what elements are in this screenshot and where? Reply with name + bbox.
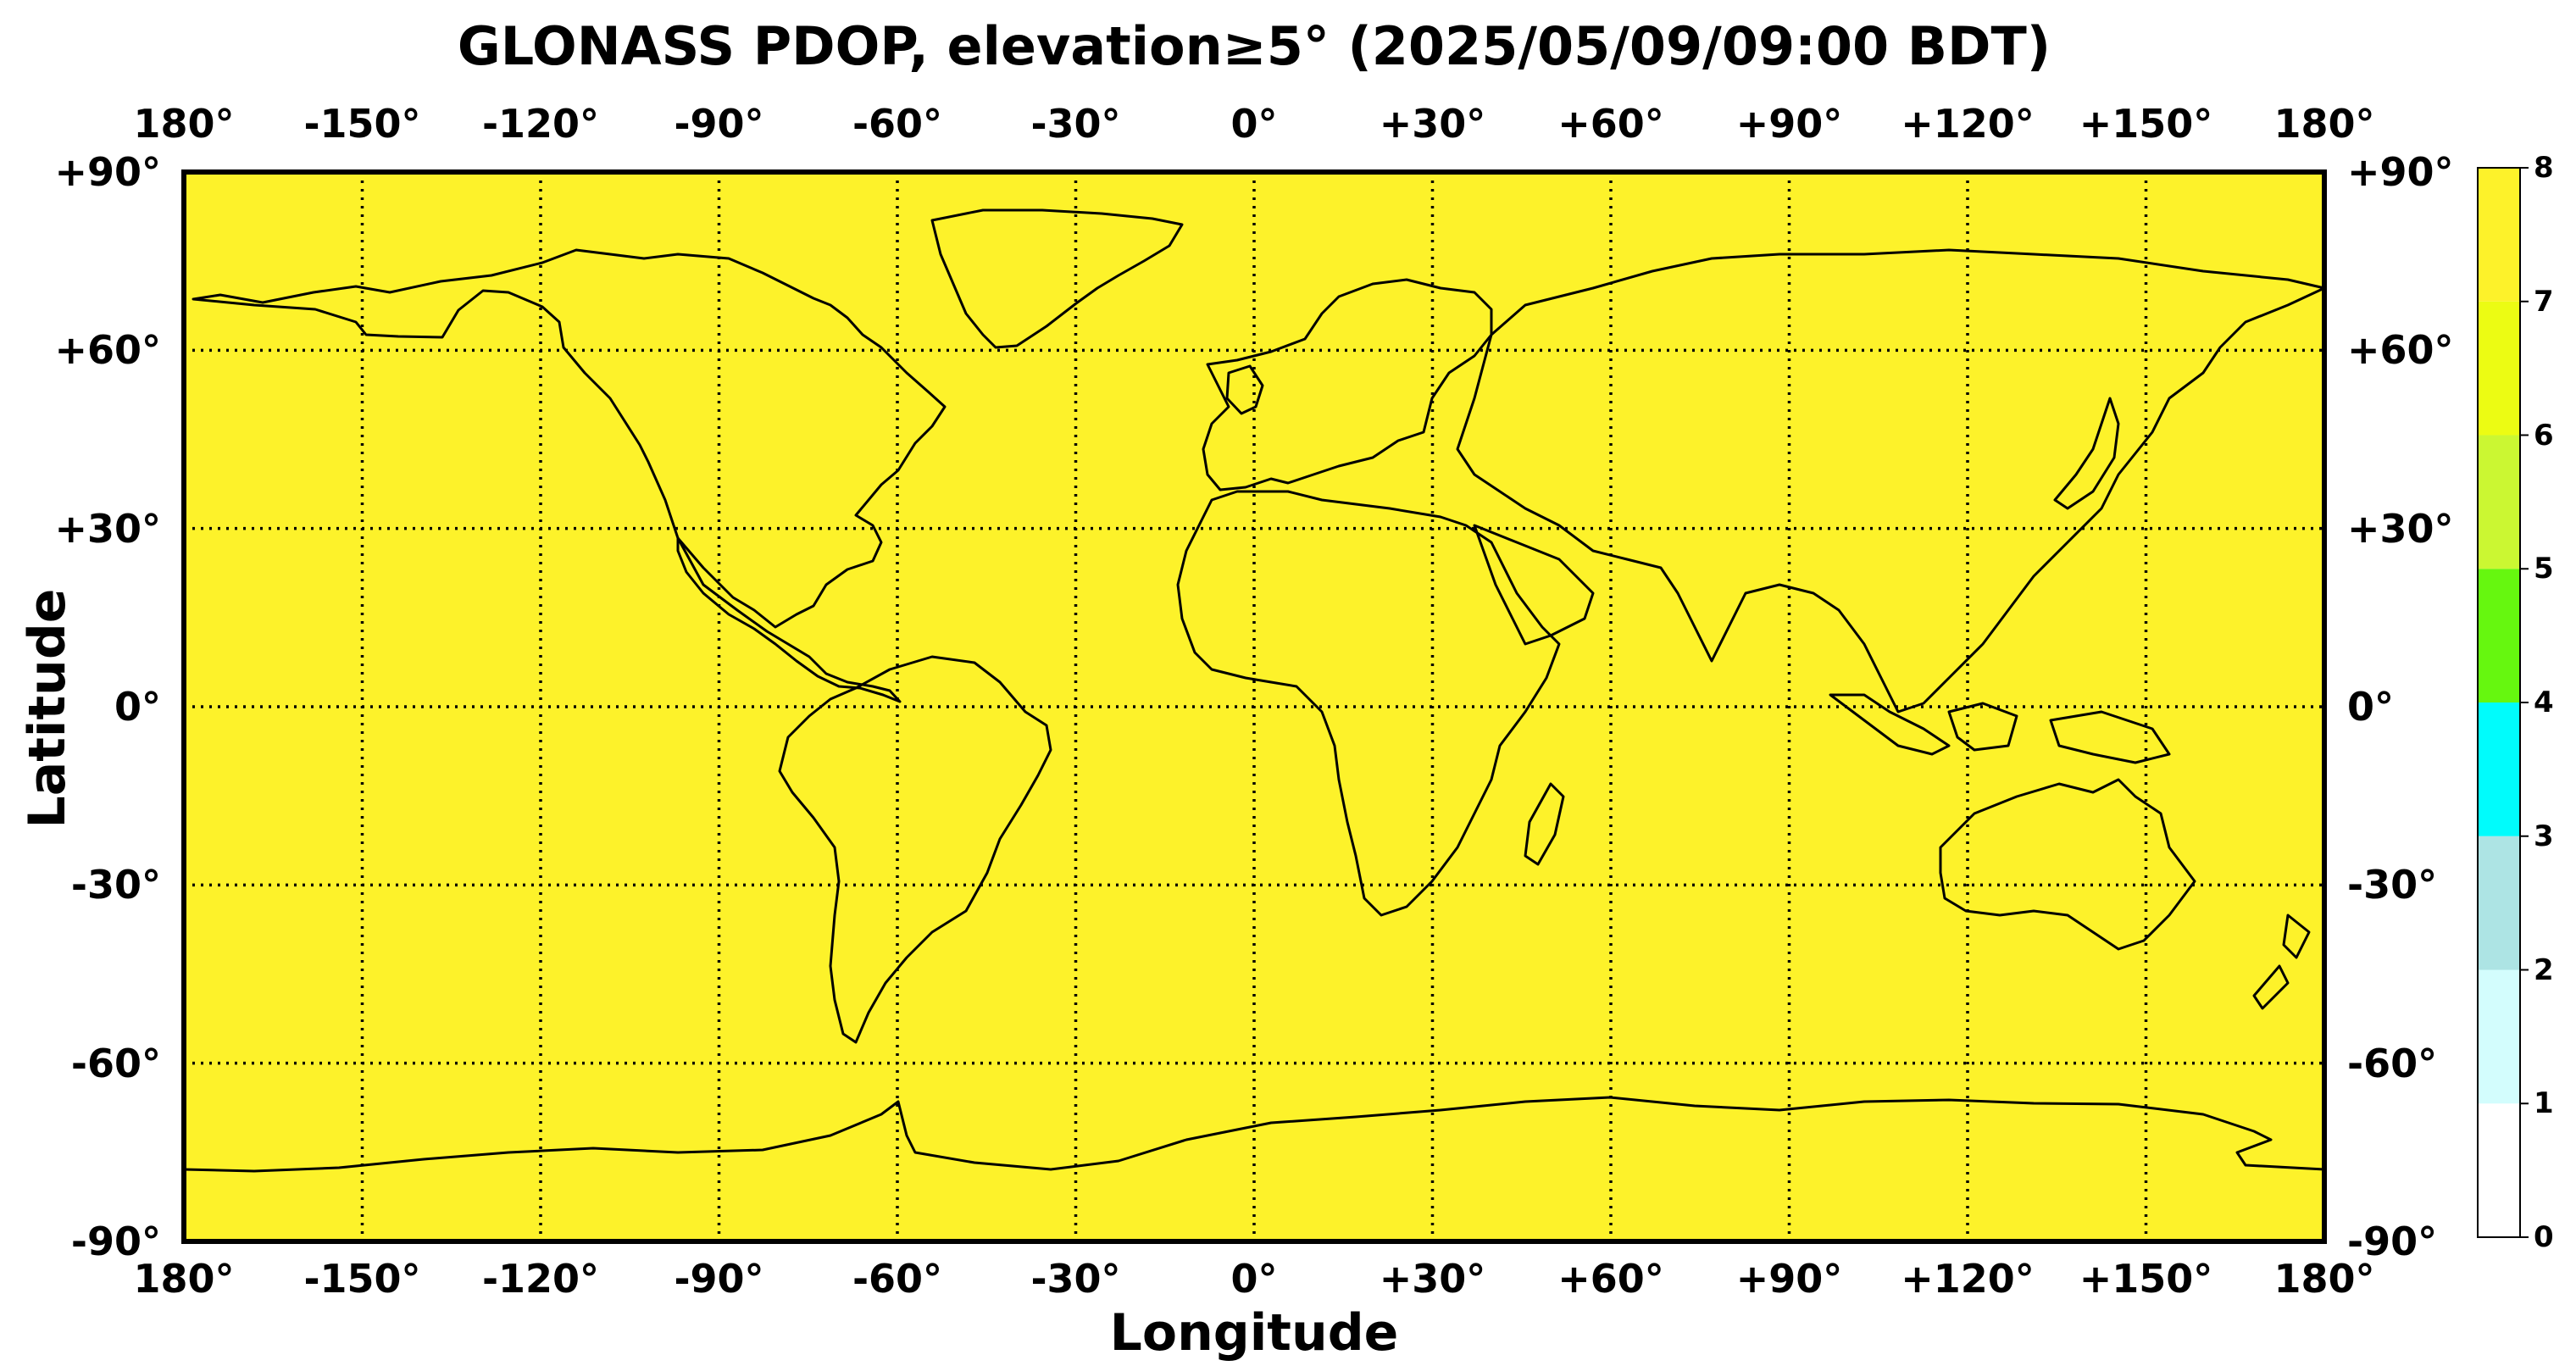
x-tick-label-bottom: 0° (1230, 1256, 1278, 1302)
x-tick-label-top: -120° (481, 101, 600, 147)
x-tick-label-bottom: +120° (1901, 1256, 2035, 1302)
x-tick-label-top: +60° (1557, 101, 1664, 147)
x-tick-label-top: -30° (1030, 101, 1121, 147)
x-tick-label-top: +150° (2079, 101, 2213, 147)
colorbar-tick-label: 4 (2534, 686, 2554, 719)
colorbar-bin (2478, 168, 2520, 302)
x-tick-label-bottom: +90° (1735, 1256, 1843, 1302)
plot-frame (181, 169, 2327, 1244)
y-tick-label-right: +60° (2347, 327, 2454, 374)
x-tick-label-bottom: +60° (1557, 1256, 1664, 1302)
colorbar (2477, 167, 2529, 1238)
colorbar-bin (2478, 969, 2520, 1104)
x-tick-label-bottom: +150° (2079, 1256, 2213, 1302)
colorbar-tick-label: 0 (2534, 1220, 2554, 1254)
y-tick-label-left: +90° (54, 149, 161, 195)
x-tick-label-bottom: 180° (133, 1256, 235, 1302)
x-tick-label-bottom: -90° (674, 1256, 764, 1302)
colorbar-tick-label: 7 (2534, 284, 2554, 319)
y-tick-label-right: 0° (2347, 684, 2395, 730)
x-tick-label-bottom: -120° (481, 1256, 600, 1302)
coastlines (182, 208, 2326, 1173)
x-tick-label-top: -60° (852, 101, 943, 147)
colorbar-tick-label: 1 (2534, 1086, 2554, 1121)
colorbar-tick-label: 6 (2534, 418, 2554, 453)
gridlines (184, 172, 2324, 1241)
y-tick-label-left: 0° (114, 684, 161, 730)
colorbar-tick-label: 5 (2534, 552, 2554, 586)
colorbar-tick-label: 8 (2534, 151, 2554, 185)
colorbar-bin (2478, 836, 2520, 970)
y-tick-label-right: +90° (2347, 149, 2454, 195)
x-tick-label-bottom: -30° (1030, 1256, 1121, 1302)
y-tick-label-right: -90° (2347, 1219, 2438, 1264)
y-axis-label: Latitude (18, 588, 77, 829)
y-tick-label-right: -30° (2347, 862, 2438, 908)
colorbar-bin (2478, 1103, 2520, 1237)
colorbar-tick-label: 2 (2534, 952, 2554, 987)
colorbar-bin (2478, 702, 2520, 836)
y-tick-label-left: -90° (70, 1219, 161, 1264)
x-tick-label-top: +90° (1735, 101, 1843, 147)
x-tick-label-bottom: +30° (1379, 1256, 1486, 1302)
x-tick-label-top: -150° (303, 101, 421, 147)
x-tick-label-top: -90° (674, 101, 764, 147)
colorbar-bin (2478, 301, 2520, 436)
chart-title: GLONASS PDOP, elevation≥5° (2025/05/09/0… (457, 15, 2051, 77)
y-tick-label-left: +60° (54, 327, 161, 374)
x-tick-label-bottom: -150° (303, 1256, 421, 1302)
colorbar-bin (2478, 435, 2520, 569)
y-tick-label-left: -60° (70, 1040, 161, 1086)
x-tick-label-top: 180° (2273, 101, 2375, 147)
x-tick-label-top: +120° (1901, 101, 2035, 147)
y-tick-label-left: -30° (70, 862, 161, 908)
x-tick-label-bottom: 180° (2273, 1256, 2375, 1302)
y-tick-label-right: +30° (2347, 505, 2454, 552)
x-tick-label-top: 180° (133, 101, 235, 147)
y-tick-label-right: -60° (2347, 1040, 2438, 1086)
x-tick-label-bottom: -60° (852, 1256, 943, 1302)
colorbar-tick-label: 3 (2534, 819, 2554, 853)
x-tick-label-top: 0° (1230, 101, 1278, 147)
x-tick-label-top: +30° (1379, 101, 1486, 147)
y-tick-label-left: +30° (54, 505, 161, 552)
colorbar-bin (2478, 569, 2520, 702)
x-axis-label: Longitude (1109, 1303, 1399, 1363)
